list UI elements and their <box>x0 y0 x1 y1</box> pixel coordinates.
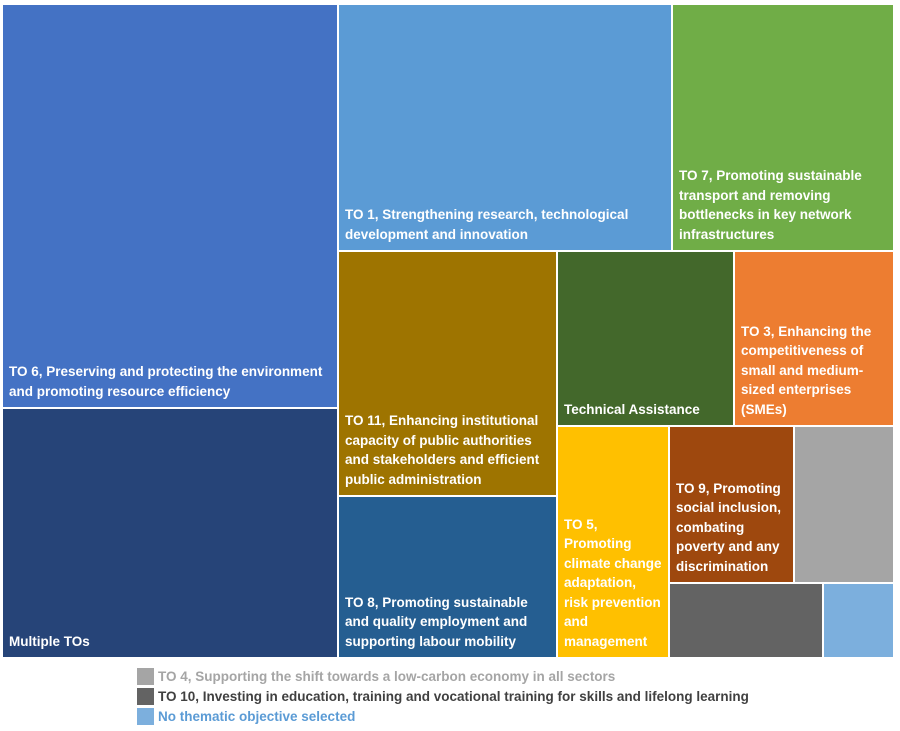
treemap-tile-to-9-promoting-social-inclusion-combatin: TO 9, Promoting social inclusion, combat… <box>669 426 794 583</box>
tile-label: TO 7, Promoting sustainable transport an… <box>679 168 862 242</box>
chart-legend: TO 4, Supporting the shift towards a low… <box>137 666 817 728</box>
treemap-tile-no-thematic-objective-selected <box>823 583 894 658</box>
tile-label: TO 1, Strengthening research, technologi… <box>345 207 629 242</box>
tile-label: TO 11, Enhancing institutional capacity … <box>345 413 540 487</box>
legend-swatch <box>137 687 154 705</box>
tile-label: TO 6, Preserving and protecting the envi… <box>9 364 323 399</box>
tile-label: TO 3, Enhancing the competitiveness of s… <box>741 323 872 417</box>
treemap-chart: TO 6, Preserving and protecting the envi… <box>2 4 894 658</box>
legend-item: No thematic objective selected <box>137 706 355 726</box>
legend-label: TO 10, Investing in education, training … <box>158 688 749 704</box>
treemap-tile-to-8-promoting-sustainable-and-quality-e: TO 8, Promoting sustainable and quality … <box>338 496 557 658</box>
legend-item: TO 10, Investing in education, training … <box>137 686 749 706</box>
legend-label: TO 4, Supporting the shift towards a low… <box>158 668 616 684</box>
legend-swatch <box>137 707 154 725</box>
tile-label: Multiple TOs <box>9 633 90 649</box>
treemap-tile-to-7-promoting-sustainable-transport-and: TO 7, Promoting sustainable transport an… <box>672 4 894 251</box>
treemap-tile-to-1-strengthening-research-technologica: TO 1, Strengthening research, technologi… <box>338 4 672 251</box>
treemap-tile-to-10-investing-in-education-training-an <box>669 583 823 658</box>
treemap-tile-to-5-promoting-climate-change-adaptation: TO 5, Promoting climate change adaptatio… <box>557 426 669 658</box>
tile-label: Technical Assistance <box>564 401 700 417</box>
treemap-tile-multiple-tos: Multiple TOs <box>2 408 338 658</box>
tile-label: TO 5, Promoting climate change adaptatio… <box>564 516 662 649</box>
treemap-tile-to-3-enhancing-the-competitiveness-of-sm: TO 3, Enhancing the competitiveness of s… <box>734 251 894 426</box>
tile-label: TO 8, Promoting sustainable and quality … <box>345 594 528 649</box>
treemap-tile-to-11-enhancing-institutional-capacity-o: TO 11, Enhancing institutional capacity … <box>338 251 557 496</box>
treemap-tile-technical-assistance: Technical Assistance <box>557 251 734 426</box>
treemap-tile-to-4-supporting-the-shift-towards-a-low- <box>794 426 894 583</box>
legend-label: No thematic objective selected <box>158 708 356 724</box>
tile-label: TO 9, Promoting social inclusion, combat… <box>676 480 782 574</box>
legend-item: TO 4, Supporting the shift towards a low… <box>137 666 615 686</box>
legend-swatch <box>137 667 154 685</box>
treemap-tile-to-6-preserving-and-protecting-the-envir: TO 6, Preserving and protecting the envi… <box>2 4 338 408</box>
